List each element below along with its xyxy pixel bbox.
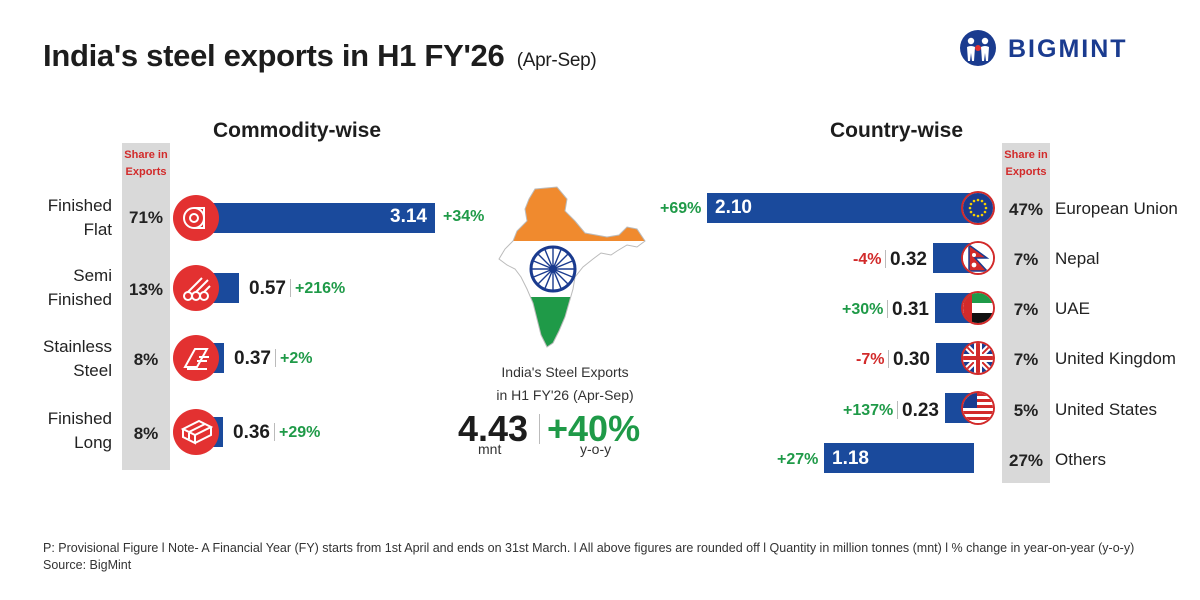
commodity-bar xyxy=(196,203,435,233)
commodity-category-label: Semi Finished xyxy=(20,264,112,312)
india-map-icon xyxy=(487,185,657,355)
commodity-change-label: +2% xyxy=(280,350,313,367)
country-change-label: +137% xyxy=(843,402,894,419)
uae-flag-icon xyxy=(963,293,993,323)
country-share-value: 5% xyxy=(1013,401,1039,420)
share-head-line2: Exports xyxy=(1005,166,1047,178)
country-share-column xyxy=(1002,143,1050,483)
country-share-value: 7% xyxy=(1013,350,1039,369)
center-caption-line1: India's Steel Exports xyxy=(501,364,629,380)
footnote: P: Provisional Figure l Note- A Financia… xyxy=(43,541,1135,555)
country-change-label: -4% xyxy=(853,251,882,268)
country-value-label: 2.10 xyxy=(715,197,752,218)
commodity-share-value: 8% xyxy=(133,424,159,443)
country-label: United Kingdom xyxy=(1055,349,1176,368)
commodity-change-label: +34% xyxy=(443,208,485,225)
pipes-icon xyxy=(173,265,219,311)
page-title: India's steel exports in H1 FY'26 (Apr-S… xyxy=(43,38,597,74)
us-flag-icon xyxy=(963,393,993,423)
title-text: India's steel exports in H1 FY'26 xyxy=(43,38,505,73)
uk-flag-icon xyxy=(963,343,993,373)
country-change-label: +27% xyxy=(777,451,819,468)
commodity-value-label: 0.36 xyxy=(233,422,270,443)
share-head-line2: Exports xyxy=(125,166,167,178)
country-share-header: Share in Exports xyxy=(1002,147,1050,181)
commodity-share-header: Share in Exports xyxy=(122,147,170,181)
commodity-category-label: Finished Long xyxy=(20,407,112,455)
country-change-label: +69% xyxy=(660,200,702,217)
value-separator xyxy=(885,250,886,268)
country-label: United States xyxy=(1055,400,1158,419)
eu-flag-icon xyxy=(963,193,993,223)
commodity-share-value: 13% xyxy=(128,280,164,299)
share-head-line1: Share in xyxy=(1004,149,1048,161)
country-value-label: 0.31 xyxy=(892,299,929,320)
commodity-value-label: 3.14 xyxy=(390,206,427,227)
country-value-label: 1.18 xyxy=(832,448,869,469)
country-section-title: Country-wise xyxy=(830,119,964,142)
country-label: European Union xyxy=(1055,199,1178,218)
total-exports-value: 4.43 xyxy=(458,408,529,449)
commodity-section-title: Commodity-wise xyxy=(213,119,382,142)
share-head-line1: Share in xyxy=(124,149,168,161)
commodity-change-label: +216% xyxy=(295,280,346,297)
country-bar xyxy=(824,443,974,473)
commodity-value-label: 0.37 xyxy=(234,348,271,369)
commodity-category-label: Finished Flat xyxy=(20,194,112,242)
coil-icon xyxy=(173,195,219,241)
commodity-category-label: Stainless Steel xyxy=(20,335,112,383)
category-line: Steel xyxy=(73,361,112,380)
category-line: Stainless xyxy=(43,337,112,356)
stainless-sheet-icon xyxy=(173,335,219,381)
total-change-unit: y-o-y xyxy=(580,441,612,457)
category-line: Flat xyxy=(83,220,112,239)
country-share-value: 7% xyxy=(1013,250,1039,269)
country-change-label: -7% xyxy=(856,351,885,368)
source-note: Source: BigMint xyxy=(43,558,132,572)
value-separator xyxy=(290,279,291,297)
commodity-share-value: 71% xyxy=(128,208,164,227)
bigmint-logo-icon xyxy=(958,28,998,68)
country-value-label: 0.30 xyxy=(893,349,930,370)
country-share-value: 47% xyxy=(1008,200,1044,219)
country-value-label: 0.32 xyxy=(890,249,927,270)
country-label: UAE xyxy=(1055,299,1090,318)
center-separator xyxy=(539,414,540,444)
value-separator xyxy=(897,401,898,419)
commodity-share-column xyxy=(122,143,170,470)
country-value-label: 0.23 xyxy=(902,400,939,421)
category-line: Long xyxy=(74,433,112,452)
category-line: Finished xyxy=(47,409,112,428)
ashoka-chakra-icon xyxy=(529,245,577,293)
country-share-value: 27% xyxy=(1008,451,1044,470)
value-separator xyxy=(887,300,888,318)
category-line: Finished xyxy=(47,196,112,215)
value-separator xyxy=(888,350,889,368)
country-share-value: 7% xyxy=(1013,300,1039,319)
value-separator xyxy=(275,349,276,367)
center-caption: India's Steel Exports in H1 FY'26 (Apr-Se… xyxy=(455,361,675,407)
brand-name: BIGMINT xyxy=(1008,35,1128,63)
total-change-value: +40% xyxy=(547,408,641,449)
nepal-flag-icon xyxy=(963,243,993,273)
category-line: Semi xyxy=(73,266,112,285)
country-label: Nepal xyxy=(1055,249,1100,268)
country-change-label: +30% xyxy=(842,301,884,318)
country-label: Others xyxy=(1055,450,1107,469)
total-exports-unit: mnt xyxy=(478,441,502,457)
commodity-share-value: 8% xyxy=(133,350,159,369)
center-caption-line2: in H1 FY'26 (Apr-Sep) xyxy=(496,387,634,403)
title-subtitle: (Apr-Sep) xyxy=(516,50,597,71)
value-separator xyxy=(274,423,275,441)
bars-bundle-icon xyxy=(173,409,219,455)
country-bar xyxy=(707,193,974,223)
commodity-change-label: +29% xyxy=(279,424,321,441)
commodity-value-label: 0.57 xyxy=(249,278,286,299)
category-line: Finished xyxy=(47,290,112,309)
